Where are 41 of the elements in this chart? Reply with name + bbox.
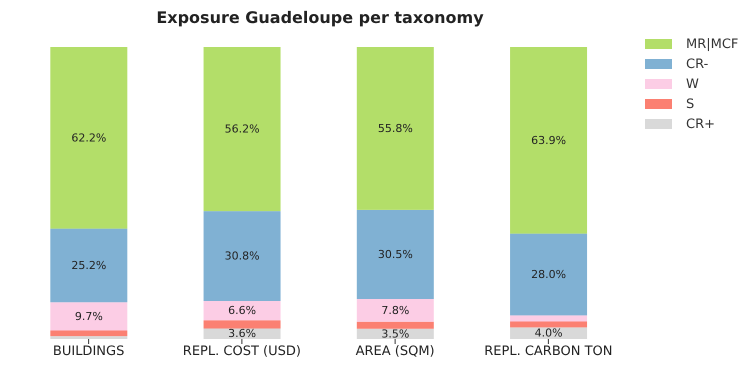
bar bbox=[50, 330, 128, 336]
bar bbox=[510, 47, 588, 234]
bar bbox=[50, 336, 128, 339]
data-label: 7.8% bbox=[381, 304, 410, 317]
data-label: 3.6% bbox=[228, 327, 256, 340]
bar bbox=[204, 47, 281, 212]
data-label: 30.8% bbox=[224, 250, 260, 263]
legend-label: MR|MCF bbox=[686, 36, 738, 52]
data-label: 56.2% bbox=[224, 122, 260, 136]
bar bbox=[510, 234, 588, 316]
legend-label: CR- bbox=[686, 56, 708, 72]
bar bbox=[356, 47, 434, 210]
legend-label: W bbox=[686, 76, 699, 92]
bar bbox=[510, 315, 588, 322]
data-label: 3.5% bbox=[381, 327, 410, 340]
legend-label: S bbox=[686, 96, 694, 112]
x-tick-label: REPL. COST (USD) bbox=[182, 344, 301, 360]
data-label: 9.7% bbox=[74, 310, 103, 323]
chart-title: Exposure Guadeloupe per taxonomy bbox=[155, 8, 485, 27]
data-label: 62.2% bbox=[71, 131, 106, 144]
bar bbox=[356, 322, 434, 329]
bar bbox=[204, 211, 281, 302]
bar bbox=[50, 47, 128, 229]
data-label: 4.0% bbox=[534, 326, 563, 340]
data-label: 30.5% bbox=[378, 248, 413, 261]
data-label: 55.8% bbox=[378, 122, 413, 135]
data-label: 25.2% bbox=[71, 258, 106, 272]
bar bbox=[356, 210, 434, 299]
data-label: 6.6% bbox=[228, 304, 256, 318]
bar bbox=[204, 301, 281, 320]
bar bbox=[510, 321, 588, 328]
data-label: 28.0% bbox=[531, 268, 566, 281]
x-tick-label: AREA (SQM) bbox=[356, 344, 435, 360]
bar bbox=[356, 298, 434, 322]
legend-label: CR+ bbox=[686, 116, 716, 132]
bar bbox=[50, 302, 128, 331]
bar bbox=[50, 228, 128, 302]
data-label: 63.9% bbox=[531, 134, 566, 147]
x-tick-label: BUILDINGS bbox=[52, 344, 124, 360]
x-tick-label: REPL. CARBON TON bbox=[484, 344, 613, 360]
bar bbox=[204, 320, 281, 328]
